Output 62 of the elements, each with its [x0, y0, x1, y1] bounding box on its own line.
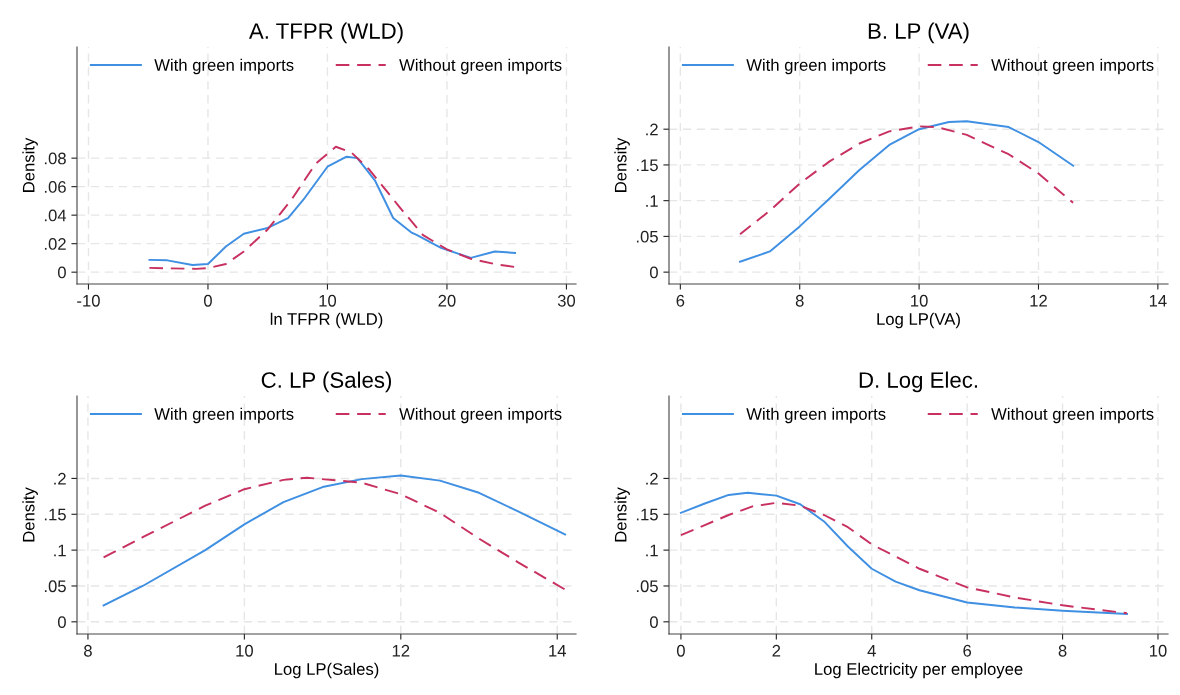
y-tick-label: .1	[54, 544, 66, 557]
y-tick-label: 0	[57, 266, 66, 279]
y-tick-label: .05	[636, 230, 658, 243]
x-tick-label: 0	[203, 294, 212, 307]
line-series	[739, 125, 1075, 236]
y-tick-label: .04	[44, 209, 67, 222]
x-axis-title: Log LP(VA)	[877, 312, 960, 329]
x-tick-label: 4	[867, 645, 876, 657]
x-tick-label: 10	[236, 644, 253, 657]
y-tick-label: .1	[646, 195, 658, 207]
x-tick-label: 14	[549, 645, 567, 657]
y-tick-label: .08	[44, 152, 66, 165]
x-tick-label: -10	[77, 294, 100, 307]
x-tick-label: 10	[319, 294, 337, 307]
y-tick-label: .15	[636, 508, 658, 521]
y-tick-label: .02	[44, 238, 66, 250]
x-tick-label: 14	[1149, 295, 1167, 307]
y-tick-label: 0	[57, 616, 66, 629]
y-tick-label: .15	[44, 508, 66, 521]
legend-label: With green imports	[746, 407, 886, 424]
y-tick-label: .2	[54, 472, 66, 485]
x-tick-label: 12	[392, 644, 410, 657]
x-tick-label: 6	[963, 644, 972, 657]
y-axis-title: Density	[22, 487, 38, 542]
legend-label: Without green imports	[399, 407, 562, 424]
x-tick-label: 8	[1058, 644, 1067, 657]
legend-label: With green imports	[154, 407, 294, 424]
y-tick-label: .1	[646, 544, 658, 557]
legend-label: Without green imports	[399, 58, 562, 75]
x-tick-label: 10	[1149, 644, 1167, 657]
legend-label: Without green imports	[991, 58, 1154, 75]
x-tick-label: 30	[557, 294, 576, 307]
x-tick-label: 8	[795, 294, 804, 307]
legend-label: With green imports	[154, 58, 294, 75]
line-series	[739, 120, 1075, 263]
x-tick-label: 6	[676, 294, 685, 307]
chart-title: B. LP (VA)	[868, 22, 969, 44]
x-tick-label: 10	[911, 294, 928, 307]
y-tick-label: .05	[44, 580, 66, 593]
x-tick-label: 12	[1030, 294, 1047, 307]
y-axis-title: Density	[22, 137, 38, 192]
legend-label: Without green imports	[991, 407, 1154, 424]
x-tick-label: 8	[84, 644, 92, 657]
chart-title: A. TFPR (WLD)	[248, 22, 403, 44]
x-tick-label: 0	[676, 644, 685, 657]
y-axis-title: Density	[614, 137, 630, 192]
x-axis-title: Log LP(Sales)	[275, 662, 379, 679]
y-tick-label: .15	[636, 159, 658, 172]
x-tick-label: 2	[772, 644, 781, 657]
y-tick-label: .2	[646, 123, 658, 136]
chart-title: C. LP (Sales)	[261, 371, 391, 393]
y-tick-label: 0	[649, 616, 658, 629]
y-axis-title: Density	[614, 487, 630, 542]
legend-label: With green imports	[746, 58, 886, 75]
y-tick-label: 0	[649, 266, 658, 279]
y-tick-label: .06	[44, 181, 66, 193]
y-tick-label: .2	[646, 472, 658, 485]
x-axis-title: ln TFPR (WLD)	[270, 312, 383, 329]
chart-title: D. Log Elec.	[859, 371, 977, 393]
x-axis-title: Log Electricity per employee	[815, 662, 1023, 679]
y-tick-label: .05	[636, 580, 658, 593]
x-tick-label: 20	[438, 294, 456, 307]
